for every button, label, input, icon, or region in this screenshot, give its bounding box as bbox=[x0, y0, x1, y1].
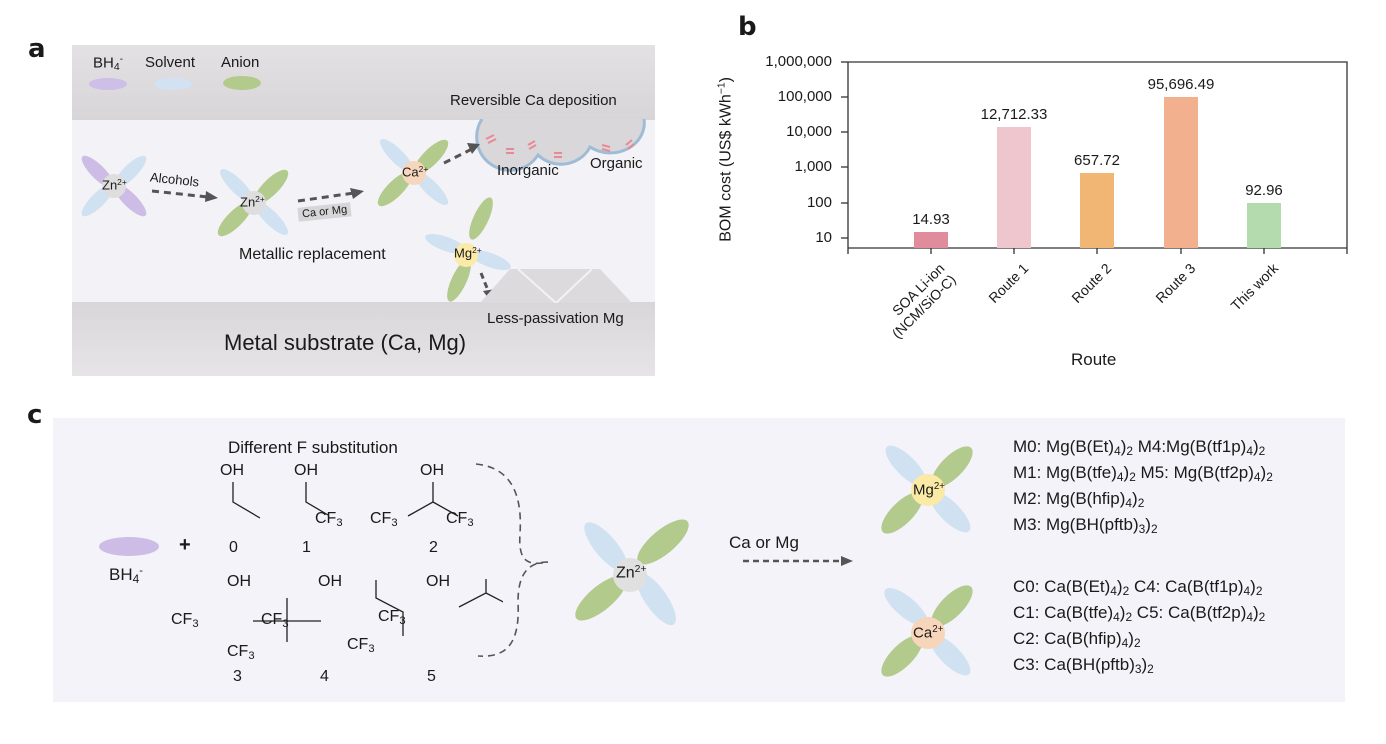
ca-ion-label: Ca2+ bbox=[913, 624, 944, 642]
cf3-label: CF3 bbox=[227, 643, 255, 662]
dashed-arrow-icon bbox=[743, 556, 853, 566]
bom-cost-chart: BOM cost (US$ kWh−1) 1,000,000 100,000 1… bbox=[700, 10, 1386, 390]
x-axis-title: Route bbox=[1071, 350, 1117, 369]
ca-ion-label: Ca2+ bbox=[402, 164, 429, 180]
y-tick-label: 1,000 bbox=[794, 158, 832, 175]
metal-substrate-label: Metal substrate (Ca, Mg) bbox=[224, 330, 467, 355]
mg-formula: M1: Mg(B(tfe)4)2 M5: Mg(B(tf2p)4)2 bbox=[1013, 462, 1273, 484]
mg-ion-label: Mg2+ bbox=[913, 481, 945, 499]
oh-label: OH bbox=[227, 573, 251, 590]
mg-formula: M0: Mg(B(Et)4)2 M4:Mg(B(tf1p)4)2 bbox=[1013, 437, 1266, 458]
bar-value-label: 12,712.33 bbox=[980, 106, 1048, 123]
f-substitution-title: Different F substitution bbox=[228, 438, 398, 457]
y-tick-label: 1,000,000 bbox=[765, 53, 832, 70]
ca-anion-complex-icon: Ca2+ bbox=[372, 127, 458, 213]
ca-formula: C3: Ca(BH(pftb)3)2 bbox=[1013, 654, 1154, 676]
legend-solvent-label: Solvent bbox=[145, 54, 196, 71]
zn-anion-complex-icon: Zn2+ bbox=[212, 157, 298, 243]
y-tick-label: 100,000 bbox=[777, 88, 832, 105]
panel-a-letter: a bbox=[28, 34, 46, 64]
cf3-label: CF3 bbox=[446, 510, 474, 529]
zn-ion-label: Zn2+ bbox=[102, 177, 127, 193]
dashed-brace-icon bbox=[475, 463, 549, 657]
chart-axes bbox=[841, 61, 1348, 254]
bar-soa-li-ion bbox=[914, 232, 948, 248]
cf3-label: CF3 bbox=[315, 510, 343, 529]
mg-ion-label: Mg2+ bbox=[454, 245, 482, 261]
less-passivation-mg-label: Less-passivation Mg bbox=[487, 310, 624, 327]
panel-b-letter: b bbox=[738, 12, 757, 42]
zn-ion-label: Zn2+ bbox=[616, 564, 647, 582]
cf3-label: CF3 bbox=[378, 608, 406, 627]
solvent-legend-swatch-icon bbox=[154, 78, 192, 90]
mg-deposit-shape-icon bbox=[480, 268, 632, 303]
oh-label: OH bbox=[318, 573, 342, 590]
legend-anion-label: Anion bbox=[221, 54, 260, 71]
ca-complex-icon: Ca2+ bbox=[873, 573, 983, 685]
zn-ion-label-2: Zn2+ bbox=[240, 194, 265, 210]
zn-complex-icon: Zn2+ bbox=[568, 506, 703, 636]
alcohol-number: 2 bbox=[429, 539, 438, 556]
mg-formula: M2: Mg(B(hfip)4)2 bbox=[1013, 488, 1145, 510]
cf3-label: CF3 bbox=[171, 611, 199, 630]
x-category-label: SOA Li-ion (NCM/SiO-C) bbox=[888, 260, 959, 342]
cf3-label: CF3 bbox=[347, 636, 375, 655]
mg-anion-complex-icon: Mg2+ bbox=[422, 194, 514, 305]
ca-deposit-bumps-icon bbox=[475, 119, 646, 172]
oh-label: OH bbox=[220, 462, 244, 479]
mg-complex-icon: Mg2+ bbox=[873, 432, 983, 544]
bar-route-2 bbox=[1080, 173, 1114, 248]
alcohol-number: 3 bbox=[233, 668, 242, 685]
mg-formula: M3: Mg(BH(pftb)3)2 bbox=[1013, 514, 1158, 536]
alcohol-number: 1 bbox=[302, 539, 311, 556]
oh-label: OH bbox=[420, 462, 444, 479]
zn-bh4-complex-icon: Zn2+ bbox=[76, 143, 156, 223]
metallic-replacement-label: Metallic replacement bbox=[239, 246, 386, 263]
bar-value-label: 657.72 bbox=[1074, 152, 1120, 169]
panel-c-synthesis-scheme: BH4- + Different F substitution OH OH OH… bbox=[53, 418, 1345, 702]
bh4-label: BH4- bbox=[109, 565, 143, 587]
y-tick-label: 100 bbox=[806, 194, 832, 211]
ca-formula: C0: Ca(B(Et)4)2 C4: Ca(B(tf1p)4)2 bbox=[1013, 577, 1263, 598]
bh4-ellipse-icon bbox=[99, 537, 159, 556]
bar-route-1 bbox=[997, 127, 1031, 248]
bh4-legend-swatch-icon bbox=[89, 78, 127, 90]
cf3-label: CF3 bbox=[370, 510, 398, 529]
organic-label: Organic bbox=[590, 155, 643, 172]
legend-bh4-label: BH2+4- bbox=[93, 54, 123, 73]
metal-substrate bbox=[72, 302, 655, 376]
bar-route-3 bbox=[1164, 97, 1198, 248]
bar-value-label: 14.93 bbox=[912, 211, 950, 228]
alcohol-number: 4 bbox=[320, 668, 329, 685]
dashed-arrow-icon bbox=[151, 189, 218, 202]
alcohol-structures bbox=[232, 482, 503, 642]
bar-value-label: 92.96 bbox=[1245, 182, 1283, 199]
panel-c-letter: c bbox=[27, 400, 43, 430]
inorganic-label: Inorganic bbox=[497, 162, 559, 179]
ca-formula-list: C0: Ca(B(Et)4)2 C4: Ca(B(tf1p)4)2 C1: Ca… bbox=[1013, 576, 1265, 680]
oh-label: OH bbox=[426, 573, 450, 590]
bar-value-label: 95,696.49 bbox=[1147, 76, 1215, 93]
cf3-label: CF3 bbox=[261, 611, 289, 630]
alcohol-number: 5 bbox=[427, 668, 436, 685]
bar-this-work bbox=[1247, 203, 1281, 248]
oh-label: OH bbox=[294, 462, 318, 479]
ca-or-mg-label: Ca or Mg bbox=[729, 533, 799, 552]
anion-legend-swatch-icon bbox=[223, 76, 261, 90]
panel-a-schematic: BH2+4- Solvent Anion Reversible Ca depos… bbox=[72, 45, 655, 376]
alcohol-number: 0 bbox=[229, 539, 238, 556]
ca-formula: C1: Ca(B(tfe)4)2 C5: Ca(B(tf2p)4)2 bbox=[1013, 602, 1266, 624]
ca-formula: C2: Ca(B(hfip)4)2 bbox=[1013, 628, 1141, 650]
mg-formula-list: M0: Mg(B(Et)4)2 M4:Mg(B(tf1p)4)2 M1: Mg(… bbox=[1013, 436, 1273, 540]
y-tick-label: 10 bbox=[815, 229, 832, 246]
dashed-arrow-icon-2 bbox=[297, 188, 364, 203]
reversible-ca-deposition-label: Reversible Ca deposition bbox=[450, 92, 617, 109]
plus-sign: + bbox=[179, 534, 191, 556]
dashed-arrow-icon-3 bbox=[443, 143, 480, 165]
y-tick-label: 10,000 bbox=[786, 123, 832, 140]
